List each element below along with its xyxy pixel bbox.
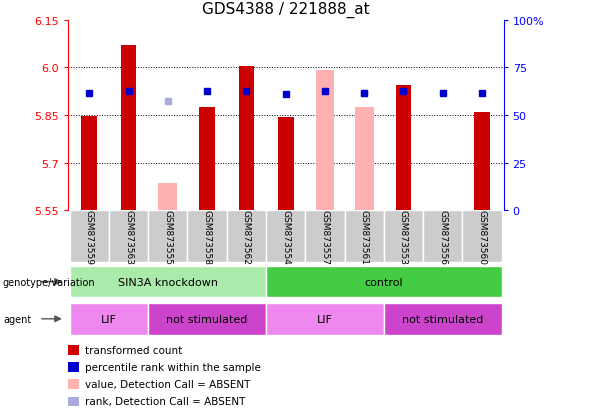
Title: GDS4388 / 221888_at: GDS4388 / 221888_at [202, 2, 369, 18]
Bar [68, 396, 79, 406]
Bar [70, 303, 148, 335]
Bar [68, 345, 79, 355]
Bar [187, 211, 227, 262]
Bar [305, 211, 345, 262]
Bar [70, 211, 109, 262]
Text: GSM873563: GSM873563 [124, 209, 133, 264]
Bar [384, 211, 423, 262]
Bar [423, 211, 462, 262]
Bar [355, 108, 373, 211]
Text: percentile rank within the sample: percentile rank within the sample [85, 362, 261, 372]
Text: control: control [365, 277, 403, 287]
Bar [239, 66, 254, 211]
Bar [316, 71, 335, 211]
Text: not stimulated: not stimulated [402, 314, 484, 324]
Text: rank, Detection Call = ABSENT: rank, Detection Call = ABSENT [85, 396, 246, 406]
Text: GSM873561: GSM873561 [360, 209, 369, 264]
Text: GSM873553: GSM873553 [399, 209, 408, 264]
Text: genotype/variation: genotype/variation [3, 277, 95, 287]
Text: LIF: LIF [317, 314, 333, 324]
Text: GSM873560: GSM873560 [478, 209, 487, 264]
Bar [148, 211, 187, 262]
Text: transformed count: transformed count [85, 345, 183, 355]
Bar [266, 211, 305, 262]
Bar [199, 108, 215, 211]
Bar [266, 303, 384, 335]
Bar [278, 118, 293, 211]
Bar [396, 85, 411, 211]
Bar [68, 380, 79, 389]
Bar [384, 303, 502, 335]
Bar [345, 211, 384, 262]
Bar [148, 303, 266, 335]
Bar [158, 184, 177, 211]
Text: not stimulated: not stimulated [167, 314, 248, 324]
Bar [462, 211, 502, 262]
Text: GSM873562: GSM873562 [242, 209, 251, 264]
Bar [266, 266, 502, 298]
Text: GSM873556: GSM873556 [438, 209, 447, 264]
Text: GSM873558: GSM873558 [203, 209, 211, 264]
Bar [68, 363, 79, 372]
Text: GSM873554: GSM873554 [281, 209, 290, 264]
Bar [70, 266, 266, 298]
Text: SIN3A knockdown: SIN3A knockdown [118, 277, 218, 287]
Text: GSM873555: GSM873555 [163, 209, 173, 264]
Bar [121, 46, 137, 211]
Text: LIF: LIF [101, 314, 117, 324]
Text: GSM873559: GSM873559 [85, 209, 94, 264]
Bar [81, 116, 97, 211]
Text: value, Detection Call = ABSENT: value, Detection Call = ABSENT [85, 380, 250, 389]
Bar [227, 211, 266, 262]
Text: GSM873557: GSM873557 [320, 209, 329, 264]
Text: agent: agent [3, 314, 31, 324]
Bar [109, 211, 148, 262]
Bar [474, 113, 490, 211]
